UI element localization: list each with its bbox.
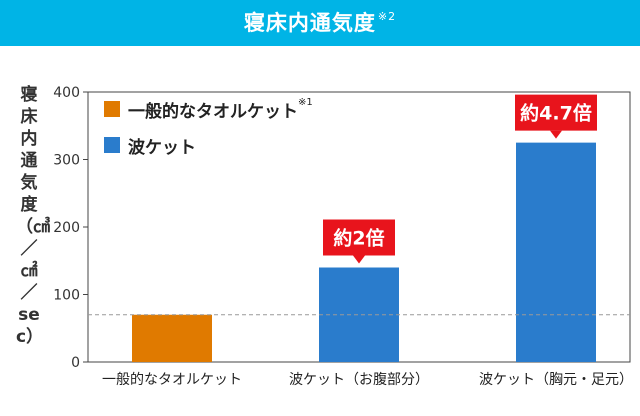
legend-label-namiket: 波ケット bbox=[128, 137, 196, 158]
annotation-pointer bbox=[353, 255, 365, 264]
legend-swatch-namiket bbox=[104, 137, 120, 153]
bar bbox=[319, 267, 399, 362]
y-axis-label: 寝床内通気度（㎤／㎠／sec） bbox=[16, 85, 50, 347]
y-tick-label: 100 bbox=[53, 288, 80, 304]
data-label: 約2倍 bbox=[333, 227, 384, 250]
legend-item-towel: 一般的なタオルケット※1 bbox=[104, 96, 313, 122]
legend: 一般的なタオルケット※1 波ケット bbox=[104, 96, 313, 168]
data-label: 約4.7倍 bbox=[520, 102, 592, 125]
legend-item-namiket: 波ケット bbox=[104, 132, 313, 158]
x-tick-label: 波ケット（お腹部分） bbox=[289, 371, 429, 388]
annotation-box bbox=[515, 94, 597, 131]
chart-title: 寝床内通気度 ※2 bbox=[0, 0, 640, 46]
x-tick-label: 一般的なタオルケット bbox=[102, 372, 242, 388]
bar bbox=[516, 142, 596, 362]
y-tick-label: 200 bbox=[53, 220, 80, 236]
annotation-pointer bbox=[550, 130, 562, 139]
annotation-box bbox=[323, 219, 395, 256]
y-tick-label: 0 bbox=[71, 355, 80, 371]
y-tick-label: 300 bbox=[53, 153, 80, 169]
y-tick-label: 400 bbox=[53, 85, 80, 101]
legend-swatch-towel bbox=[104, 101, 120, 117]
x-tick-label: 波ケット（胸元・足元） bbox=[479, 372, 633, 388]
bar bbox=[132, 314, 212, 362]
legend-label-towel: 一般的なタオルケット※1 bbox=[128, 96, 313, 122]
